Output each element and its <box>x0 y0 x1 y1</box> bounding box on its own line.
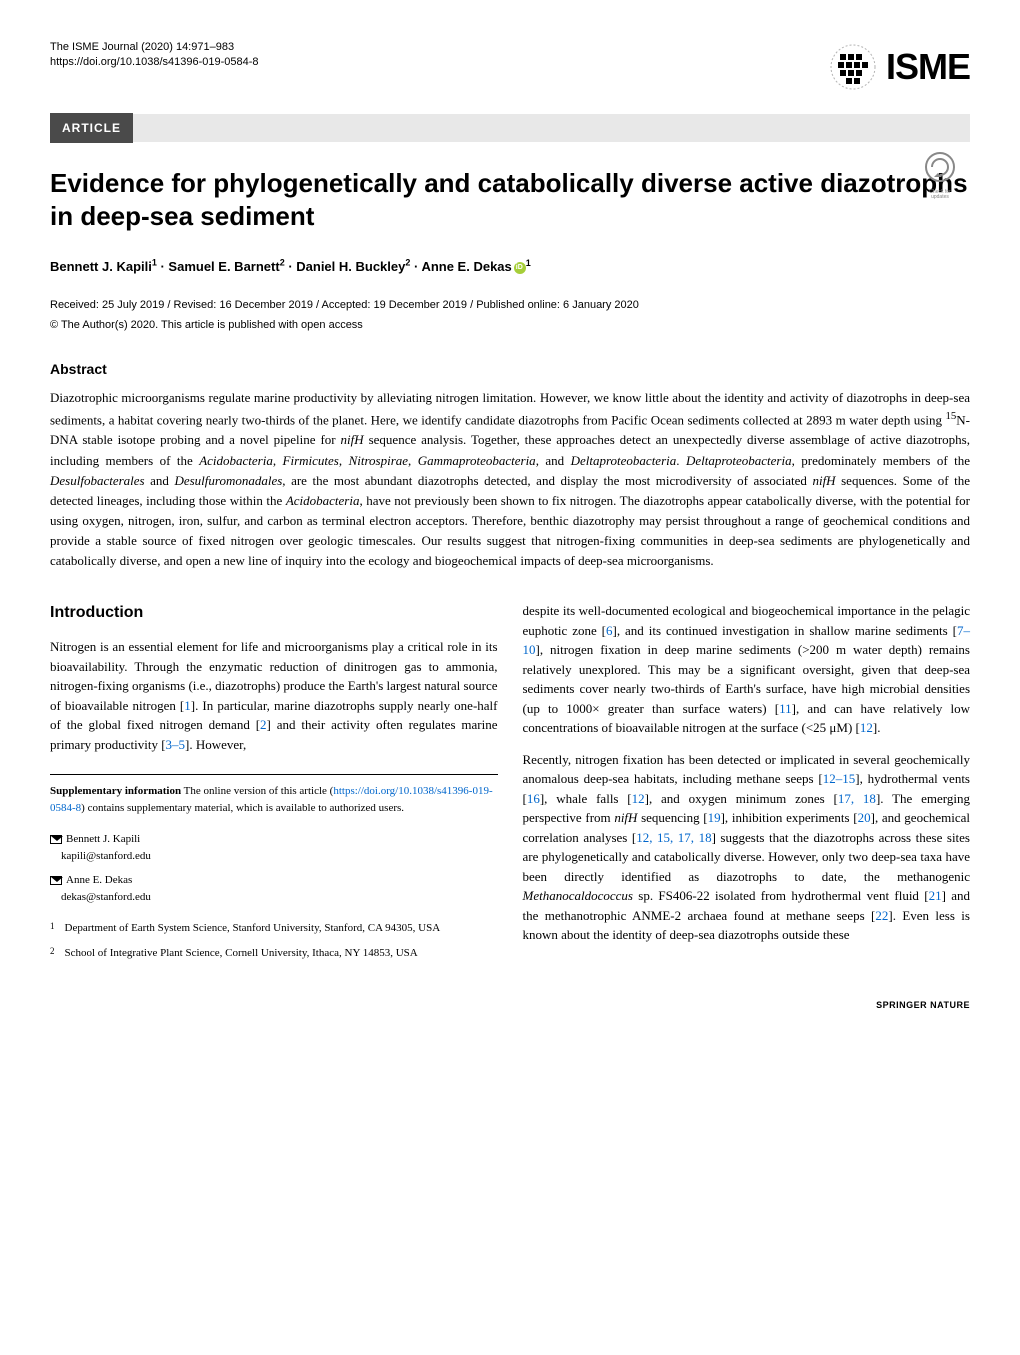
check-updates-icon: Check for updates <box>920 149 960 199</box>
journal-info: The ISME Journal (2020) 14:971–983 https… <box>50 40 259 71</box>
correspondence-block: Bennett J. Kapili kapili@stanford.edu An… <box>50 831 498 905</box>
ref-12-15-17-18[interactable]: 12, 15, 17, 18 <box>636 830 711 845</box>
left-column: Introduction Nitrogen is an essential el… <box>50 601 498 969</box>
orcid-icon[interactable] <box>514 262 526 274</box>
corresponding-author-2: Anne E. Dekas dekas@stanford.edu <box>50 872 498 905</box>
aff1-text: Department of Earth System Science, Stan… <box>65 920 441 937</box>
publication-dates: Received: 25 July 2019 / Revised: 16 Dec… <box>50 297 970 314</box>
globe-icon <box>828 42 878 92</box>
intro-para-right1: despite its well-documented ecological a… <box>523 601 971 738</box>
corr-author2-name: Anne E. Dekas <box>66 874 132 886</box>
author-list: Bennett J. Kapili1 · Samuel E. Barnett2 … <box>50 257 970 277</box>
content-columns: Introduction Nitrogen is an essential el… <box>50 601 970 969</box>
envelope-icon <box>50 876 62 885</box>
corr-author2-email[interactable]: dekas@stanford.edu <box>61 891 151 903</box>
abstract-text: Diazotrophic microorganisms regulate mar… <box>50 388 970 572</box>
ref-12[interactable]: 12 <box>860 720 873 735</box>
ref-7-10[interactable]: 7–10 <box>523 623 971 658</box>
page-header: The ISME Journal (2020) 14:971–983 https… <box>50 40 970 94</box>
ref-12b[interactable]: 12 <box>632 791 645 806</box>
right-column: despite its well-documented ecological a… <box>523 601 971 969</box>
ref-17-18[interactable]: 17, 18 <box>838 791 876 806</box>
ref-6[interactable]: 6 <box>606 623 613 638</box>
corresponding-author-1: Bennett J. Kapili kapili@stanford.edu <box>50 831 498 864</box>
introduction-heading: Introduction <box>50 601 498 625</box>
ref-21[interactable]: 21 <box>929 888 942 903</box>
ref-3-5[interactable]: 3–5 <box>166 737 186 752</box>
publisher-footer: SPRINGER NATURE <box>50 999 970 1013</box>
ref-2[interactable]: 2 <box>260 717 267 732</box>
ref-19[interactable]: 19 <box>708 810 721 825</box>
intro-para-right2: Recently, nitrogen fixation has been det… <box>523 750 971 945</box>
ref-16[interactable]: 16 <box>527 791 540 806</box>
article-type-bar: ARTICLE Check for updates <box>50 114 970 142</box>
svg-text:updates: updates <box>931 194 949 199</box>
authors-text: Bennett J. Kapili1 · Samuel E. Barnett2 … <box>50 259 512 274</box>
check-updates-badge[interactable]: Check for updates <box>920 149 960 205</box>
affiliation-2: 2 School of Integrative Plant Science, C… <box>50 945 498 962</box>
corr-author1-name: Bennett J. Kapili <box>66 833 140 845</box>
ref-22[interactable]: 22 <box>875 908 888 923</box>
supp-text-after: ) contains supplementary material, which… <box>81 802 404 814</box>
supplementary-info: Supplementary information The online ver… <box>50 774 498 816</box>
article-label: ARTICLE <box>50 113 133 143</box>
corr-author1-email[interactable]: kapili@stanford.edu <box>61 850 151 862</box>
journal-citation: The ISME Journal (2020) 14:971–983 <box>50 40 259 55</box>
doi-link[interactable]: https://doi.org/10.1038/s41396-019-0584-… <box>50 55 259 70</box>
article-title: Evidence for phylogenetically and catabo… <box>50 167 970 232</box>
envelope-icon <box>50 835 62 844</box>
aff2-num: 2 <box>50 945 55 962</box>
supp-text-before: The online version of this article ( <box>181 785 333 797</box>
affiliations-block: 1 Department of Earth System Science, St… <box>50 920 498 961</box>
aff1-num: 1 <box>50 920 55 937</box>
ref-1[interactable]: 1 <box>184 698 191 713</box>
supp-label: Supplementary information <box>50 785 181 797</box>
ref-12-15[interactable]: 12–15 <box>823 771 856 786</box>
ref-20[interactable]: 20 <box>858 810 871 825</box>
aff2-text: School of Integrative Plant Science, Cor… <box>65 945 418 962</box>
author-sup: 1 <box>526 258 531 268</box>
ref-11[interactable]: 11 <box>779 701 792 716</box>
journal-logo: ISME <box>828 40 970 94</box>
affiliation-1: 1 Department of Earth System Science, St… <box>50 920 498 937</box>
logo-text: ISME <box>886 40 970 94</box>
intro-para-left: Nitrogen is an essential element for lif… <box>50 637 498 754</box>
copyright-notice: © The Author(s) 2020. This article is pu… <box>50 317 970 334</box>
abstract-heading: Abstract <box>50 359 970 380</box>
